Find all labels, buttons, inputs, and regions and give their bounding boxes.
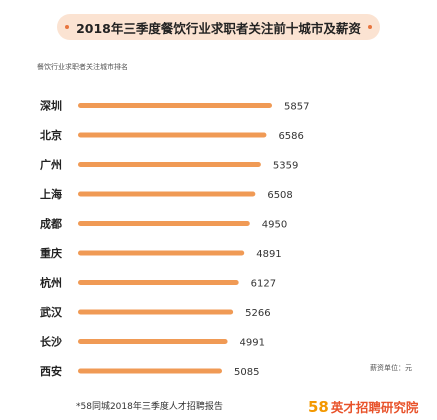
bar bbox=[78, 162, 261, 167]
category-label: 长沙 bbox=[40, 335, 62, 349]
data-label: 5266 bbox=[245, 308, 270, 319]
category-label: 上海 bbox=[40, 187, 62, 201]
page-title: 2018年三季度餐饮行业求职者关注前十城市及薪资 bbox=[76, 20, 361, 36]
bar bbox=[78, 191, 256, 197]
data-label: 5857 bbox=[284, 102, 309, 113]
category-label: 重庆 bbox=[40, 246, 62, 260]
data-label: 6586 bbox=[278, 131, 303, 142]
chart-subtitle: 餐饮行业求职者关注城市排名 bbox=[37, 63, 128, 71]
data-label: 4891 bbox=[256, 249, 281, 260]
bar bbox=[78, 280, 239, 285]
data-label: 4991 bbox=[240, 338, 265, 349]
bar bbox=[78, 221, 250, 226]
category-label: 西安 bbox=[40, 364, 62, 378]
bar bbox=[78, 368, 222, 374]
bar bbox=[78, 309, 234, 315]
title-banner: 2018年三季度餐饮行业求职者关注前十城市及薪资 bbox=[57, 14, 380, 40]
brand-name: 英才招聘研究院 bbox=[330, 400, 419, 415]
data-label: 5359 bbox=[273, 161, 298, 172]
bar bbox=[78, 339, 228, 344]
category-label: 武汉 bbox=[40, 305, 63, 319]
category-label: 广州 bbox=[40, 158, 62, 172]
brand-logo-number: 58 bbox=[308, 398, 329, 416]
data-label: 6127 bbox=[251, 279, 276, 290]
data-label: 6508 bbox=[267, 190, 292, 201]
category-label: 北京 bbox=[40, 128, 62, 142]
title-dot-right bbox=[367, 25, 372, 29]
category-label: 成都 bbox=[40, 217, 62, 231]
unit-label: 薪资单位：元 bbox=[370, 364, 412, 372]
data-label: 4950 bbox=[262, 220, 287, 231]
bar bbox=[78, 132, 267, 138]
source-footnote: *58同城2018年三季度人才招聘报告 bbox=[76, 402, 223, 412]
brand-logo: 58 英才招聘研究院 bbox=[308, 397, 418, 416]
bar bbox=[78, 250, 245, 256]
bar bbox=[78, 103, 272, 108]
data-label: 5085 bbox=[234, 367, 259, 378]
category-label: 深圳 bbox=[40, 99, 62, 113]
category-label: 杭州 bbox=[40, 276, 62, 290]
title-dot-left bbox=[65, 25, 70, 29]
